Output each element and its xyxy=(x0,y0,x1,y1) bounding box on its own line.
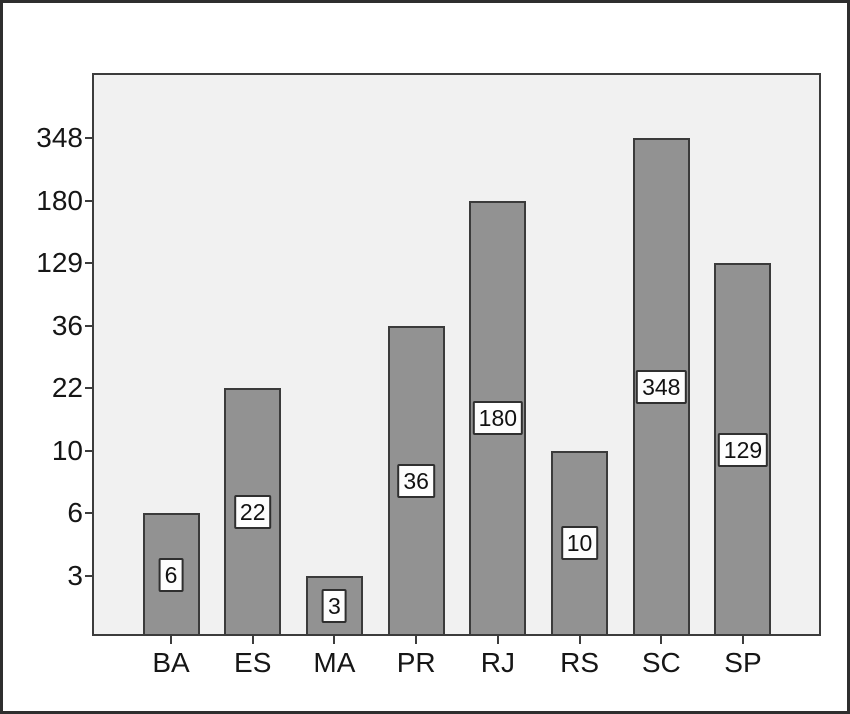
x-tick-mark xyxy=(251,636,254,644)
y-tick-mark xyxy=(85,324,92,327)
y-tick-label: 129 xyxy=(36,247,83,278)
x-tick-label: PR xyxy=(396,647,436,678)
x-tick-label: RJ xyxy=(480,647,515,678)
y-tick-mark xyxy=(85,262,92,264)
x-tick-mark xyxy=(415,636,418,644)
bar-MA xyxy=(305,575,363,636)
y-tick-label: 3 xyxy=(67,559,83,591)
y-tick-mark xyxy=(85,137,92,139)
bar-value-label: 10 xyxy=(560,526,599,561)
x-tick-mark xyxy=(660,636,663,644)
bar-value-label: 6 xyxy=(158,557,184,592)
x-tick-mark xyxy=(578,636,581,644)
x-tick-label: MA xyxy=(313,647,356,678)
bar-value-label: 180 xyxy=(472,401,524,436)
x-tick-label: SP xyxy=(724,647,762,678)
y-tick-label: 180 xyxy=(36,184,83,216)
bar-value-label: 348 xyxy=(636,370,687,404)
y-tick-label: 36 xyxy=(51,309,83,341)
y-tick-mark xyxy=(85,449,92,452)
x-tick-label: RS xyxy=(560,647,600,678)
y-tick-mark xyxy=(85,387,92,389)
y-tick-label: 348 xyxy=(36,122,83,153)
bar-ES xyxy=(224,388,282,636)
y-tick-label: 22 xyxy=(51,372,83,403)
x-tick-mark xyxy=(496,636,499,644)
x-tick-label: ES xyxy=(234,647,272,678)
y-tick-mark xyxy=(85,199,92,202)
x-tick-mark xyxy=(170,636,172,644)
bar-RS xyxy=(551,450,609,636)
y-tick-label: 10 xyxy=(51,434,83,466)
bar-value-label: 3 xyxy=(322,588,347,623)
y-tick-label: 6 xyxy=(67,497,83,528)
x-tick-mark xyxy=(741,636,744,644)
x-tick-label: BA xyxy=(152,647,190,678)
x-tick-label: SC xyxy=(641,647,681,678)
bar-value-label: 22 xyxy=(233,495,272,529)
bar-value-label: 36 xyxy=(397,463,435,498)
bar-value-label: 129 xyxy=(717,432,769,467)
y-tick-mark xyxy=(85,512,92,514)
plot-area xyxy=(92,73,821,636)
x-tick-mark xyxy=(333,636,336,644)
y-tick-mark xyxy=(85,574,92,577)
